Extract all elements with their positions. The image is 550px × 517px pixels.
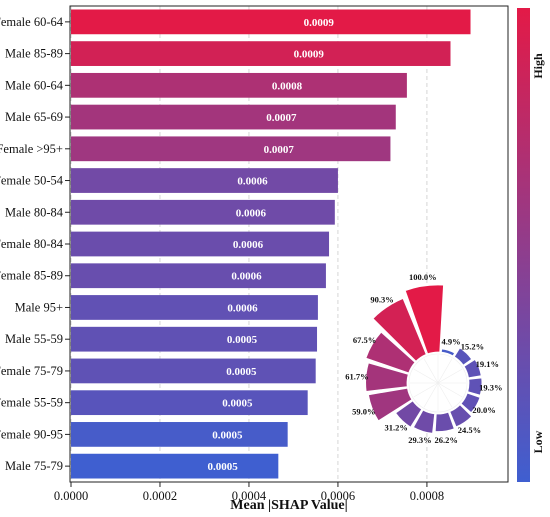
bar — [71, 168, 338, 193]
y-tick-label: Female 90-95 — [0, 427, 63, 441]
bar-value-label: 0.0007 — [266, 112, 297, 124]
bar — [71, 41, 451, 66]
y-tick-labels: Female 60-64 Male 85-89 Male 60-64 Male 65-… — [0, 15, 70, 473]
x-axis-label: Mean |SHAP Value| — [230, 498, 347, 513]
x-tick-labels: 0.0000 0.0002 0.0004 0.0006 0.0008 — [54, 482, 444, 503]
bar — [71, 263, 326, 289]
radial-bar — [440, 348, 456, 357]
radial-bar-label: 90.3% — [370, 295, 393, 305]
radial-bar — [449, 404, 473, 428]
radial-spoke — [423, 382, 439, 408]
bar-value-label: 0.0005 — [227, 334, 258, 346]
bar — [71, 390, 308, 416]
radial-bar-label: 20.0% — [472, 405, 495, 415]
radial-bar — [368, 387, 413, 422]
y-tick-label: Female 80-84 — [0, 237, 64, 251]
bar — [71, 358, 316, 384]
y-tick-label: Female 50-54 — [0, 174, 64, 188]
radial-bar-label: 15.2% — [461, 341, 484, 351]
radial-bar — [453, 347, 473, 366]
bar-value-label: 0.0006 — [231, 271, 262, 283]
radial-bar — [395, 400, 423, 428]
radial-spoke — [437, 382, 463, 398]
y-tick-label: Female 55-59 — [0, 396, 63, 410]
radial-spoke — [413, 368, 439, 384]
bar-value-label: 0.0009 — [294, 49, 325, 61]
radial-bar — [412, 409, 436, 434]
bar-value-label: 0.0005 — [226, 366, 257, 378]
radial-spoke — [413, 382, 439, 398]
radial-bar — [365, 362, 409, 392]
radial-bar-label: 26.2% — [434, 435, 457, 445]
y-tick-label: Male 80-84 — [5, 205, 64, 219]
y-tick-label: Female 75-79 — [0, 364, 63, 378]
colorbar-low-label: Low — [531, 430, 545, 453]
x-tick-label: 0.0000 — [54, 489, 88, 503]
radial-bar-label: 61.7% — [345, 371, 368, 381]
radial-bar-label: 100.0% — [409, 272, 437, 282]
y-tick-label: Male 65-69 — [5, 110, 63, 124]
y-tick-label: Male 95+ — [15, 300, 63, 314]
radial-bar — [467, 377, 483, 396]
radial-bar-label: 29.3% — [408, 435, 431, 445]
radial-bar-inset: 100.0% 4.9% 15.2% 19.1% 19.3% 20.0% 24.5%26.2%… — [345, 272, 502, 445]
bar — [71, 104, 396, 130]
bar-value-label: 0.0005 — [222, 398, 253, 410]
y-tick-label: Female 60-64 — [0, 15, 64, 29]
bar-value-label: 0.0006 — [233, 239, 264, 251]
radial-bar — [372, 297, 427, 362]
bar-value-labels: 0.0009 0.0009 0.0008 0.0007 0.0007 0.0006 0.00… — [208, 17, 335, 473]
y-tick-label: Male 75-79 — [5, 459, 63, 473]
radial-bar-label: 31.2% — [385, 422, 408, 432]
bar-value-label: 0.0005 — [208, 461, 239, 473]
radial-bar-label: 19.3% — [479, 382, 502, 392]
radial-bar-label: 67.5% — [353, 335, 376, 345]
bars — [71, 9, 471, 479]
radial-bar — [463, 359, 482, 379]
radial-bar — [404, 284, 444, 355]
bar — [71, 72, 407, 98]
bar — [71, 199, 335, 225]
bar — [71, 9, 471, 35]
y-tick-label: Female >95+ — [0, 142, 63, 156]
x-tick-label: 0.0008 — [410, 489, 444, 503]
bar — [71, 326, 318, 352]
radial-bar-label: 24.5% — [458, 425, 481, 435]
radial-bar — [434, 411, 455, 432]
bar-value-label: 0.0009 — [304, 17, 335, 29]
y-tick-label: Male 60-64 — [5, 78, 64, 92]
bar — [71, 231, 330, 257]
bar — [71, 453, 279, 479]
bar-value-label: 0.0006 — [237, 176, 268, 188]
radial-spoke — [437, 382, 453, 408]
radial-bar-label: 59.0% — [352, 407, 375, 417]
bar — [71, 136, 391, 162]
bar-value-label: 0.0006 — [236, 207, 267, 219]
y-tick-label: Female 85-89 — [0, 269, 63, 283]
bar — [71, 422, 288, 447]
bar-value-label: 0.0008 — [272, 80, 303, 92]
bar-value-label: 0.0007 — [264, 144, 295, 156]
colorbar — [517, 8, 530, 482]
radial-bar — [460, 392, 481, 414]
radial-spoke — [437, 358, 453, 384]
radial-bar-label: 19.1% — [476, 359, 499, 369]
bar — [71, 295, 318, 320]
y-tick-label: Male 85-89 — [5, 47, 63, 61]
bar-value-label: 0.0005 — [212, 429, 243, 441]
plot-frame — [69, 5, 509, 483]
radial-spoke — [423, 358, 439, 384]
x-tick-label: 0.0006 — [321, 489, 355, 503]
colorbar-high-label: High — [531, 53, 545, 79]
x-tick-label: 0.0002 — [143, 489, 177, 503]
x-tick-label: 0.0004 — [232, 489, 267, 503]
radial-spoke — [437, 368, 463, 384]
bar-value-label: 0.0006 — [227, 302, 258, 314]
y-tick-label: Male 55-59 — [5, 332, 63, 346]
radial-bar-label: 4.9% — [442, 337, 461, 347]
radial-bar — [365, 331, 416, 374]
